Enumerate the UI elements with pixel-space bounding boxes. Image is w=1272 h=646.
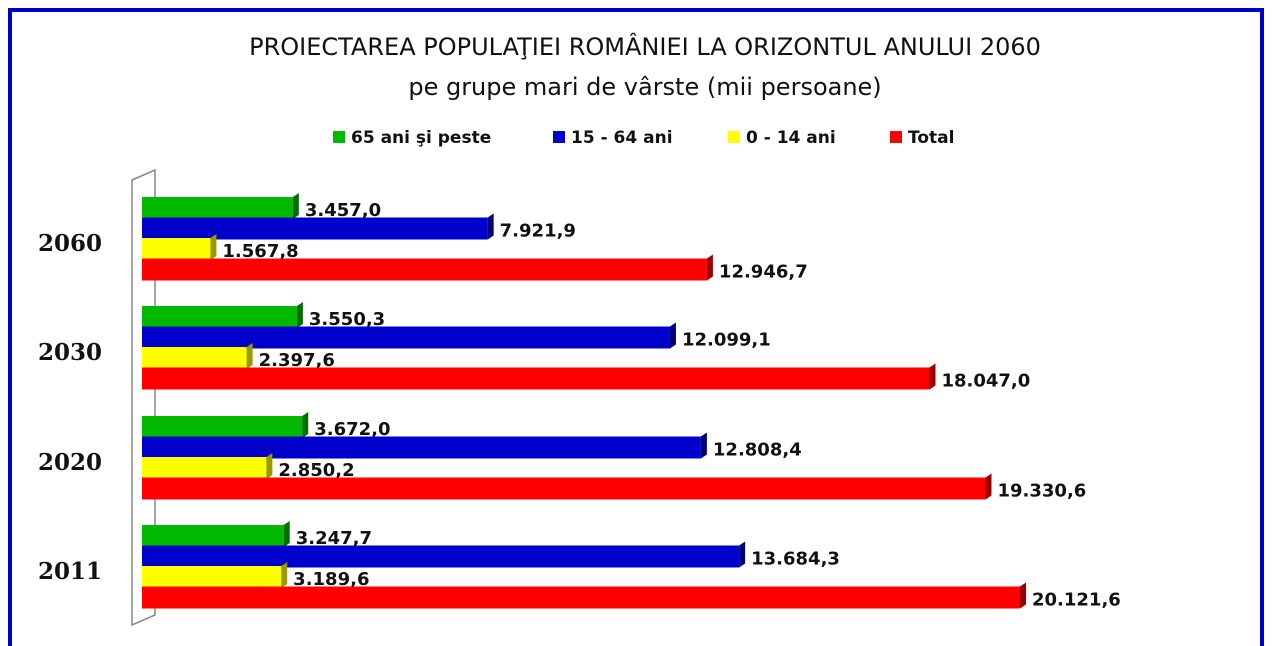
value-label: 3.247,7 — [296, 528, 372, 549]
chart-subtitle: pe grupe mari de vârste (mii persoane) — [408, 73, 881, 101]
bar-side — [700, 432, 707, 459]
legend-swatch — [333, 131, 345, 143]
bar — [142, 306, 297, 328]
bar-side — [246, 343, 253, 369]
value-label: 2.397,6 — [259, 350, 335, 371]
legend-swatch — [890, 131, 902, 143]
bar — [142, 326, 670, 349]
bar — [142, 477, 986, 500]
bar — [142, 258, 707, 281]
bar-side — [985, 473, 992, 500]
value-label: 7.921,9 — [500, 221, 576, 242]
value-label: 3.457,0 — [305, 200, 381, 221]
value-label: 3.189,6 — [293, 569, 369, 590]
value-label: 19.330,6 — [997, 481, 1086, 502]
y-tick-label: 2030 — [38, 339, 102, 366]
bar-side — [739, 541, 746, 568]
legend-label: Total — [908, 128, 954, 148]
y-tick-label: 2011 — [38, 558, 102, 585]
bar — [142, 586, 1020, 609]
bar — [142, 197, 293, 219]
value-label: 13.684,3 — [751, 549, 840, 570]
y-tick-label: 2020 — [38, 449, 102, 476]
bar-side — [283, 521, 290, 547]
value-label: 12.808,4 — [713, 440, 802, 461]
bar-side — [1020, 582, 1026, 609]
bar-side — [302, 412, 309, 438]
bar — [142, 457, 267, 479]
frame — [8, 8, 1264, 646]
bar — [142, 525, 284, 547]
bar — [142, 238, 211, 260]
bar — [142, 367, 930, 390]
value-label: 3.672,0 — [314, 419, 390, 440]
bar-side — [266, 453, 273, 479]
legend-label: 65 ani şi peste — [351, 128, 491, 148]
bar — [142, 347, 247, 369]
value-label: 18.047,0 — [941, 371, 1030, 392]
value-label: 2.850,2 — [278, 460, 354, 481]
bar-side — [292, 193, 299, 219]
bar — [142, 416, 303, 438]
legend-swatch — [553, 131, 565, 143]
bar — [142, 545, 740, 568]
y-tick-label: 2060 — [38, 230, 102, 257]
bar-side — [929, 363, 936, 390]
bar-side — [296, 302, 303, 328]
bar-side — [487, 213, 494, 240]
bar-side — [669, 322, 676, 349]
legend-swatch — [728, 131, 740, 143]
bar — [142, 217, 488, 240]
bar-side — [210, 234, 217, 260]
chart-title: PROIECTAREA POPULAŢIEI ROMÂNIEI LA ORIZO… — [249, 32, 1041, 61]
bar — [142, 566, 282, 588]
bar-side — [706, 254, 713, 281]
legend-label: 15 - 64 ani — [571, 128, 673, 148]
bar — [142, 436, 701, 459]
axis-wall — [131, 168, 156, 627]
legend-label: 0 - 14 ani — [746, 128, 836, 148]
value-label: 3.550,3 — [309, 309, 385, 330]
value-label: 20.121,6 — [1032, 590, 1121, 611]
bar-side — [281, 562, 288, 588]
value-label: 1.567,8 — [222, 241, 298, 262]
value-label: 12.099,1 — [682, 330, 771, 351]
value-label: 12.946,7 — [719, 262, 808, 283]
